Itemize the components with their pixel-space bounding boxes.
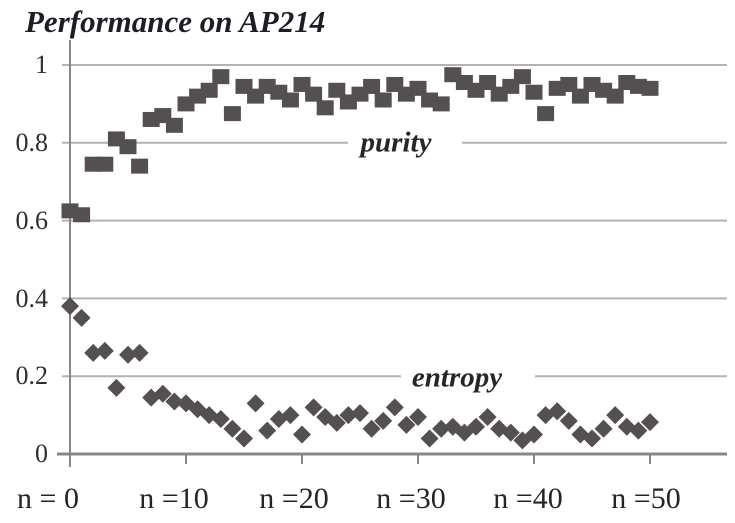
entropy-point [397,415,416,434]
entropy-point [84,343,103,362]
entropy-point [304,398,323,417]
entropy-point [629,421,648,440]
y-tick-label-0-2: 0.2 [15,361,49,390]
entropy-point [478,408,497,427]
entropy-point [362,419,381,438]
x-tick-label-n0: n = 0 [17,482,79,515]
x-tick-label-n20: n =20 [259,482,329,515]
purity-point [641,80,659,96]
entropy-point [119,345,137,364]
entropy-point [72,308,91,327]
entropy-point [246,394,265,413]
entropy-point [339,406,358,425]
entropy-point [420,429,439,448]
purity-point [479,75,497,91]
entropy-point [525,425,543,444]
purity-point [571,88,589,104]
entropy-point [258,421,277,440]
purity-point [73,207,91,223]
entropy-point [211,409,230,428]
purity-point [212,69,230,85]
purity-point [374,92,392,108]
purity-point [432,96,450,112]
entropy-point [594,419,613,438]
entropy-point [351,404,369,423]
purity-point [96,156,114,172]
entropy-point [467,417,485,436]
entropy-point [606,406,625,425]
y-tick-label-0-6: 0.6 [15,206,49,235]
entropy-point [641,413,659,432]
purity-point [513,69,531,85]
x-tick-label-n10: n =10 [139,482,209,515]
entropy-point [293,425,311,444]
entropy-point [374,411,393,430]
purity-point [200,82,218,98]
entropy-point [281,406,300,425]
entropy-point [223,419,242,438]
entropy-point [501,423,520,442]
entropy-point [548,402,567,421]
entropy-point [107,378,126,397]
y-tick-label-0-8: 0.8 [15,128,49,157]
chart-title: Performance on AP214 [25,4,326,39]
entropy-point [235,429,253,448]
entropy-series-label: entropy [411,361,503,394]
entropy-point [95,341,114,360]
purity-point [305,86,323,102]
entropy-point [583,429,601,448]
y-tick-label-0: 0 [35,439,48,468]
entropy-point [409,408,427,427]
entropy-point [559,411,578,430]
purity-point [223,106,241,122]
purity-point [316,100,334,116]
purity-point [328,82,346,98]
purity-point [131,158,149,174]
purity-point [281,92,299,108]
purity-point [525,84,543,100]
purity-point [363,78,381,94]
entropy-point [385,398,404,417]
purity-point [560,76,578,92]
purity-point [165,117,183,133]
x-tick-label-n50: n =50 [611,482,681,515]
entropy-point [432,419,451,438]
purity-point [537,106,555,122]
entropy-point [153,384,172,403]
purity-point [409,80,427,96]
purity-series-label: purity [360,126,432,159]
y-tick-label-1: 1 [35,50,48,79]
x-tick-label-n40: n =40 [493,482,563,515]
entropy-point [327,413,346,432]
entropy-point [130,343,149,362]
purity-point [119,139,137,155]
y-tick-label-0-4: 0.4 [15,284,49,313]
purity-point [606,88,624,104]
entropy-point [61,297,79,316]
x-tick-label-n30: n =30 [376,482,446,515]
entropy-point [165,392,184,411]
